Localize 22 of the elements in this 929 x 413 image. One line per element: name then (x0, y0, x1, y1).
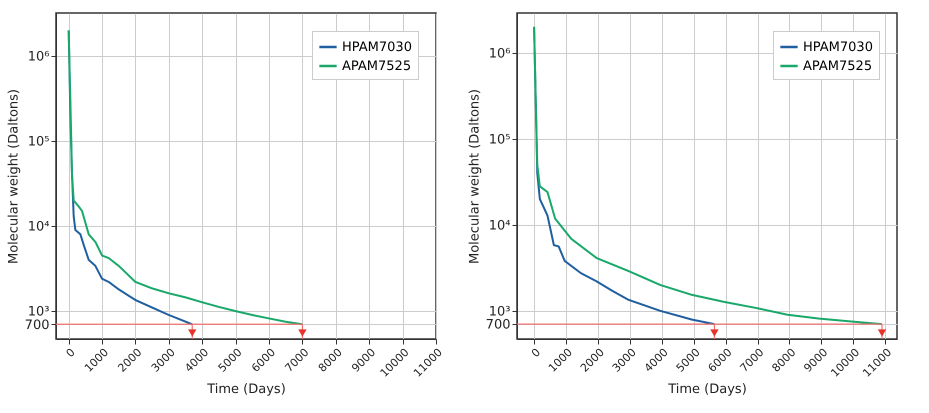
legend-label: APAM7525 (803, 59, 872, 74)
y-tick-label: 10⁵ (488, 132, 510, 148)
y-tick-label: 10³ (28, 304, 50, 320)
y-axis-title: Molecular weight (Daltons) (6, 89, 22, 264)
x-axis-title: Time (Days) (206, 382, 286, 398)
y-tick-label: 700 (486, 318, 510, 333)
x-tick-label: 0 (528, 346, 544, 360)
y-axis-title: Molecular weight (Daltons) (468, 89, 483, 264)
legend-label: APAM7525 (342, 59, 412, 74)
legend-label: HPAM7030 (803, 40, 873, 55)
y-tick-label: 10⁵ (28, 134, 50, 150)
line-series (68, 29, 304, 326)
y-tick-label: 10³ (488, 304, 510, 320)
legend-label: HPAM7030 (342, 40, 412, 55)
y-tick-label: 10⁴ (488, 218, 510, 234)
line-series (533, 26, 883, 326)
y-tick-label: 10⁶ (488, 46, 510, 62)
y-tick-label: 700 (24, 318, 50, 333)
x-axis-title: Time (Days) (667, 382, 747, 398)
y-tick-label: 10⁶ (28, 49, 50, 64)
x-tick-label: 0 (64, 346, 78, 360)
y-tick-label: 10⁴ (28, 220, 50, 235)
